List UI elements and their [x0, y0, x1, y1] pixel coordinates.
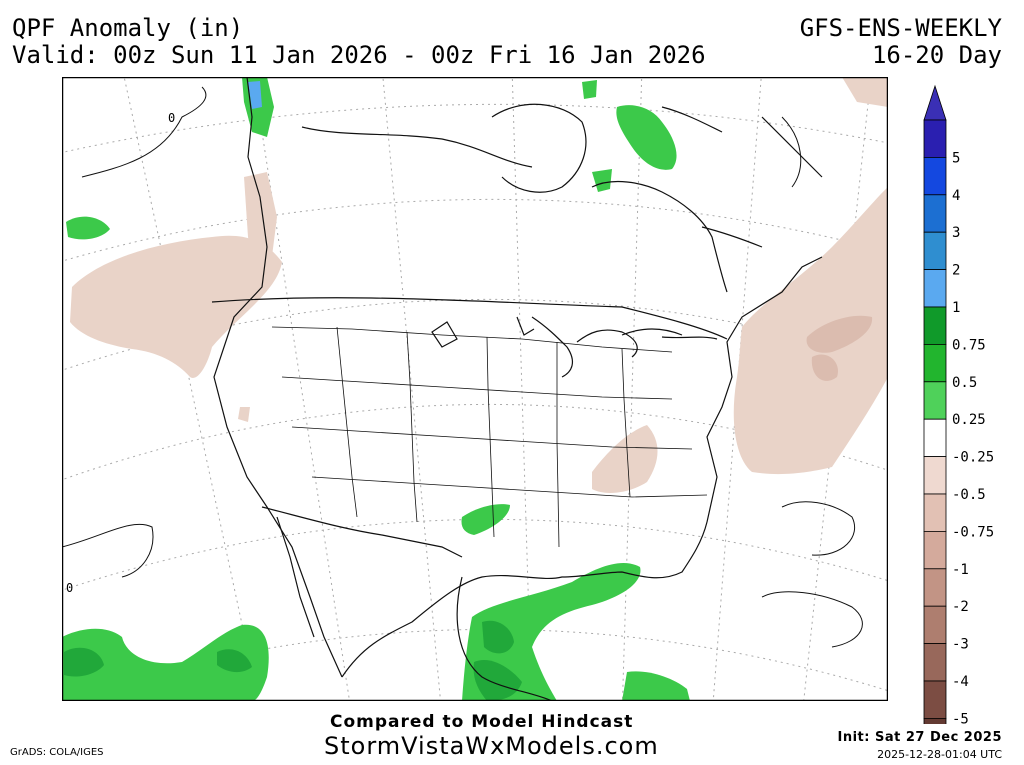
legend-tick-label: -0.5	[952, 487, 986, 503]
forecast-period: 16-20 Day	[871, 41, 1002, 69]
legend-swatch	[923, 530, 947, 570]
valid-period: Valid: 00z Sun 11 Jan 2026 - 00z Fri 16 …	[12, 41, 706, 69]
legend-swatch	[923, 343, 947, 383]
legend-tick-label: 4	[952, 188, 960, 204]
legend-tick-label: -0.25	[952, 450, 994, 466]
legend-tick-label: 0.5	[952, 375, 977, 391]
legend-tick-label: -4	[952, 674, 969, 690]
anomaly-map: 0 0	[62, 77, 888, 701]
legend-swatch	[923, 605, 947, 645]
legend-tick-label: -1	[952, 562, 969, 578]
legend-swatch	[923, 418, 947, 458]
legend-tick-label: 1	[952, 300, 960, 316]
dry-anomaly-areas	[70, 77, 888, 493]
legend-swatch	[923, 718, 947, 724]
legend-max-arrow	[923, 84, 947, 121]
legend-tick-label: 3	[952, 225, 960, 241]
dry-anomaly-core	[806, 315, 873, 381]
color-legend: 5 4 3 2 1 0.75 0.5 0.25 -0.25 -0.5 -0.75 -1 -2 -3 -4 -5	[923, 84, 994, 724]
wet-anomaly-core	[64, 620, 522, 701]
legend-swatch	[923, 231, 947, 270]
heavy-precip-area	[248, 81, 262, 109]
legend-swatch	[923, 306, 947, 345]
coastlines-and-borders	[211, 77, 823, 701]
legend-tick-label: 5	[952, 150, 960, 166]
model-name: GFS-ENS-WEEKLY	[799, 14, 1002, 42]
contour-label: 0	[66, 581, 73, 595]
legend-swatch	[923, 194, 947, 233]
legend-tick-label: -3	[952, 637, 969, 653]
legend-tick-label: 2	[952, 263, 960, 279]
legend-swatch	[923, 493, 947, 532]
hindcast-note: Compared to Model Hindcast	[330, 712, 634, 732]
state-borders	[271, 326, 708, 548]
grads-credit: GrADS: COLA/IGES	[10, 747, 104, 758]
zero-contours	[62, 86, 863, 648]
wet-anomaly-areas	[62, 77, 690, 701]
legend-tick-label: -2	[952, 599, 969, 615]
legend-tick-label: 0.25	[952, 412, 986, 428]
legend-swatch	[923, 643, 947, 682]
init-time: Init: Sat 27 Dec 2025	[837, 730, 1002, 745]
site-name: StormVistaWxModels.com	[324, 732, 659, 760]
legend-swatch	[923, 269, 947, 308]
legend-swatch	[923, 568, 947, 607]
map-frame	[62, 77, 888, 701]
contour-label: 0	[168, 111, 175, 125]
chart-title: QPF Anomaly (in)	[12, 14, 244, 42]
legend-swatch	[923, 157, 947, 196]
generated-timestamp: 2025-12-28-01:04 UTC	[877, 748, 1002, 761]
legend-tick-label: 0.75	[952, 337, 986, 353]
legend-swatch	[923, 680, 947, 719]
legend-swatch	[923, 381, 947, 420]
legend-tick-label: -0.75	[952, 524, 994, 540]
legend-swatch	[923, 456, 947, 495]
legend-tick-label: -5	[952, 711, 969, 724]
legend-swatch	[923, 119, 947, 158]
